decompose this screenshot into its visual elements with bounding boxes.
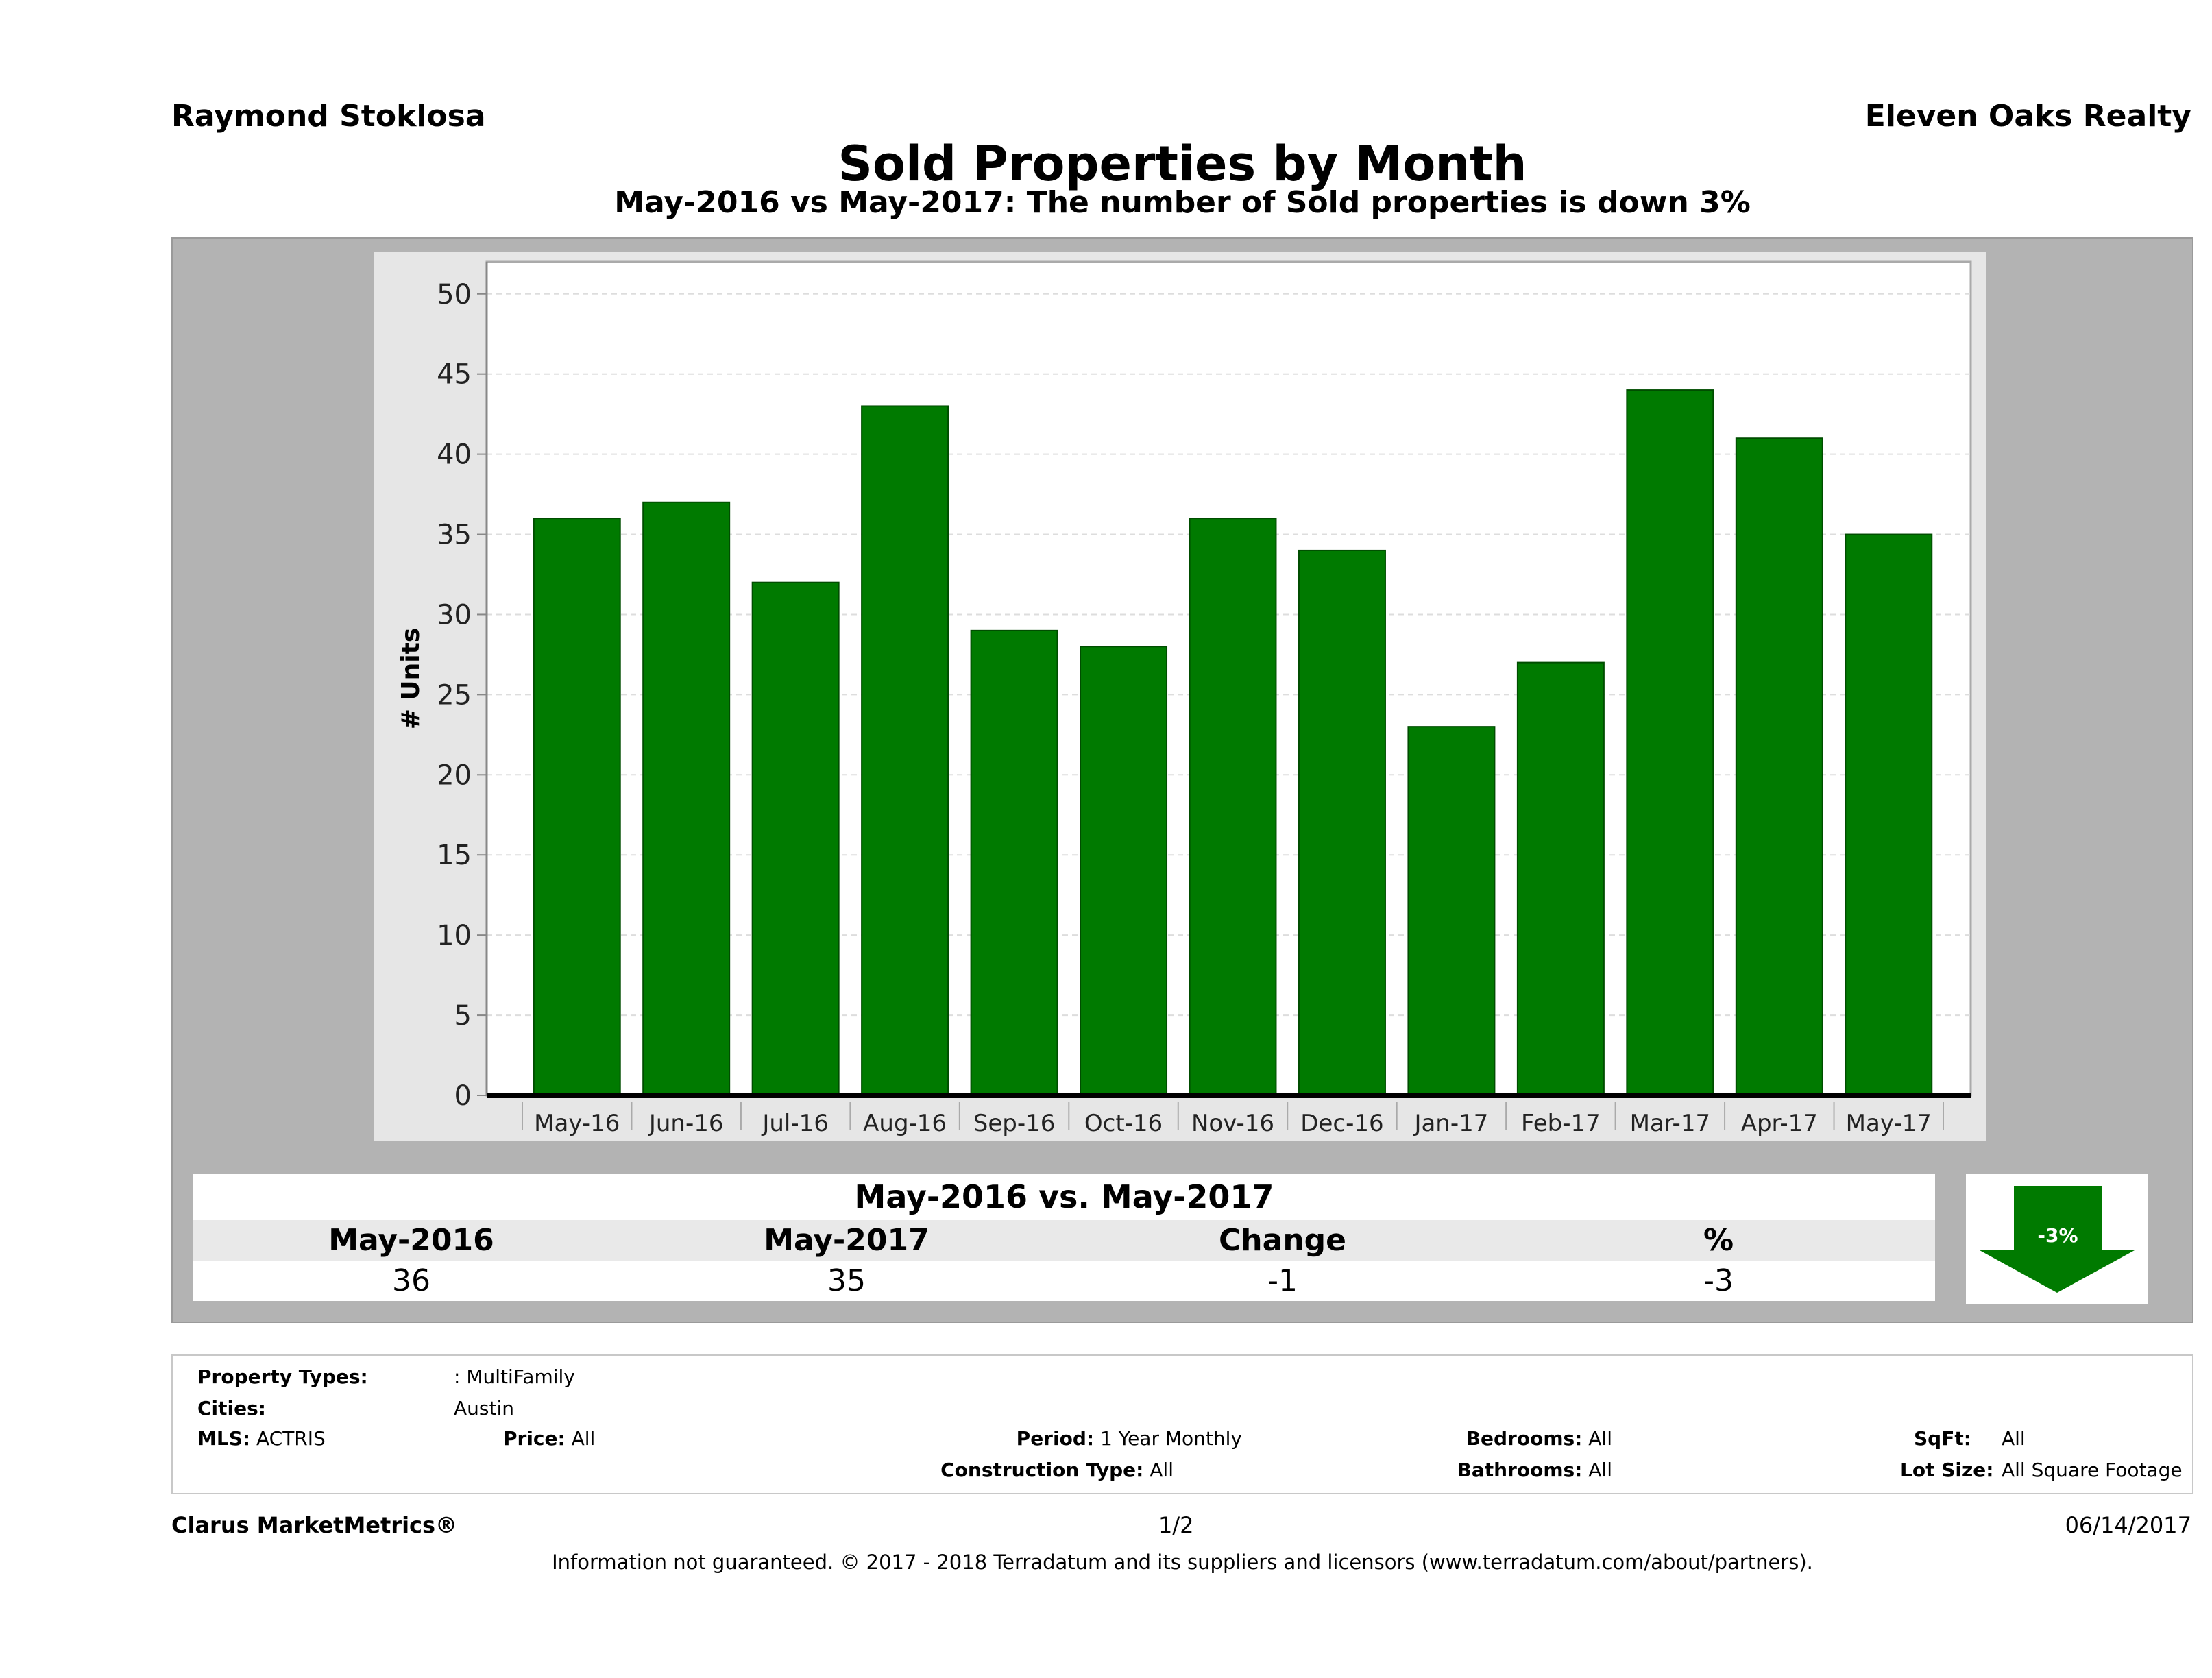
y-tick-label: 25	[437, 679, 472, 711]
report-title: Sold Properties by Month	[838, 136, 1527, 192]
bar	[642, 501, 731, 1096]
filter-info-box: Property Types: : MultiFamily Cities: Au…	[171, 1354, 2193, 1494]
x-tick-label: Apr-17	[1741, 1110, 1818, 1137]
x-tick-label: Dec-16	[1300, 1110, 1383, 1137]
column-may-2016: May-2016	[328, 1223, 494, 1258]
cities-value: Austin	[454, 1397, 514, 1420]
footer-brand: Clarus MarketMetrics®	[171, 1512, 458, 1538]
column-percent: %	[1703, 1223, 1734, 1258]
comparison-value-row: 36 35 -1 -3	[193, 1261, 1935, 1301]
x-tick-label: Sep-16	[973, 1110, 1056, 1137]
disclaimer: Information not guaranteed. © 2017 - 201…	[552, 1551, 1813, 1574]
change-badge-label: -3%	[2037, 1224, 2078, 1247]
agent-name: Raymond Stoklosa	[171, 99, 486, 134]
price-value: All	[571, 1427, 596, 1450]
x-tick-label: Mar-17	[1630, 1110, 1711, 1137]
price-label: Price:	[503, 1427, 566, 1450]
x-tick-label: Aug-16	[863, 1110, 947, 1137]
page-number: 1/2	[1158, 1512, 1194, 1538]
sqft-label: SqFt:	[1914, 1427, 1971, 1450]
y-tick-label: 20	[437, 759, 472, 791]
bar	[1080, 646, 1168, 1096]
bathrooms-label: Bathrooms:	[1457, 1459, 1583, 1481]
property-types-value: : MultiFamily	[454, 1365, 575, 1388]
comparison-header: May-2016 vs. May-2017	[193, 1174, 1935, 1220]
x-tick-label: Feb-17	[1521, 1110, 1601, 1137]
bedrooms-label: Bedrooms:	[1466, 1427, 1583, 1450]
x-tick-label: Jun-16	[648, 1110, 724, 1137]
x-tick-label: May-17	[1846, 1110, 1932, 1137]
value-change: -1	[1267, 1263, 1298, 1298]
cities-label: Cities:	[197, 1397, 266, 1420]
y-tick-label: 5	[454, 1000, 472, 1032]
y-tick-label: 50	[437, 279, 472, 311]
mls-value: ACTRIS	[256, 1427, 326, 1450]
bar	[1735, 437, 1823, 1096]
brokerage-name: Eleven Oaks Realty	[1864, 99, 2191, 134]
x-tick-label: Nov-16	[1191, 1110, 1274, 1137]
change-badge: -3%	[1966, 1174, 2148, 1304]
value-may-2017: 35	[827, 1263, 866, 1298]
chart-area: 0 5 10 15 20 25 30 35 40 45 50 # Units May-16 Jun-16 J…	[374, 252, 1986, 1141]
mls-label: MLS:	[197, 1427, 251, 1450]
bar	[1845, 533, 1933, 1096]
comparison-table: May-2016 vs. May-2017 May-2016 May-2017 …	[193, 1174, 1935, 1304]
bar	[861, 405, 949, 1096]
y-tick-label: 15	[437, 840, 472, 871]
period-value: 1 Year Monthly	[1099, 1427, 1242, 1450]
bar	[533, 518, 621, 1096]
bar	[1407, 726, 1496, 1096]
y-tick-label: 35	[437, 520, 472, 551]
report-subtitle: May-2016 vs May-2017: The number of Sold…	[614, 185, 1751, 220]
y-tick-label: 40	[437, 439, 472, 471]
bar	[751, 581, 840, 1096]
down-arrow-icon: -3%	[1980, 1186, 2135, 1293]
column-change: Change	[1219, 1223, 1346, 1258]
lot-size-value: All Square Footage	[2002, 1459, 2183, 1481]
y-tick-label: 10	[437, 920, 472, 951]
bathrooms-value: All	[1588, 1459, 1612, 1481]
y-axis-label: # Units	[397, 628, 425, 730]
construction-value: All	[1150, 1459, 1174, 1481]
property-types-label: Property Types:	[197, 1365, 368, 1388]
comparison-column-row: May-2016 May-2017 Change %	[193, 1220, 1935, 1261]
value-percent: -3	[1703, 1263, 1734, 1298]
bar-chart: 0 5 10 15 20 25 30 35 40 45 50 # Units May-16 Jun-16 J…	[397, 260, 1972, 1137]
bedrooms-value: All	[1588, 1427, 1612, 1450]
bar	[1298, 549, 1386, 1096]
x-tick-label: Oct-16	[1084, 1110, 1163, 1137]
y-tick-label: 0	[454, 1080, 472, 1112]
x-tick-label: Jul-16	[761, 1110, 829, 1137]
y-tick-label: 30	[437, 599, 472, 631]
x-tick-label: Jan-17	[1413, 1110, 1488, 1137]
x-tick-label: May-16	[534, 1110, 620, 1137]
period-label: Period:	[1016, 1427, 1095, 1450]
sqft-value: All	[2002, 1427, 2026, 1450]
construction-label: Construction Type:	[940, 1459, 1144, 1481]
bar	[1189, 518, 1277, 1096]
y-tick-label: 45	[437, 359, 472, 391]
report-date: 06/14/2017	[2065, 1512, 2191, 1538]
bar	[970, 629, 1058, 1096]
bar	[1516, 661, 1605, 1096]
bar	[1626, 389, 1714, 1097]
lot-size-label: Lot Size:	[1900, 1459, 1994, 1481]
value-may-2016: 36	[392, 1263, 430, 1298]
column-may-2017: May-2017	[764, 1223, 929, 1258]
